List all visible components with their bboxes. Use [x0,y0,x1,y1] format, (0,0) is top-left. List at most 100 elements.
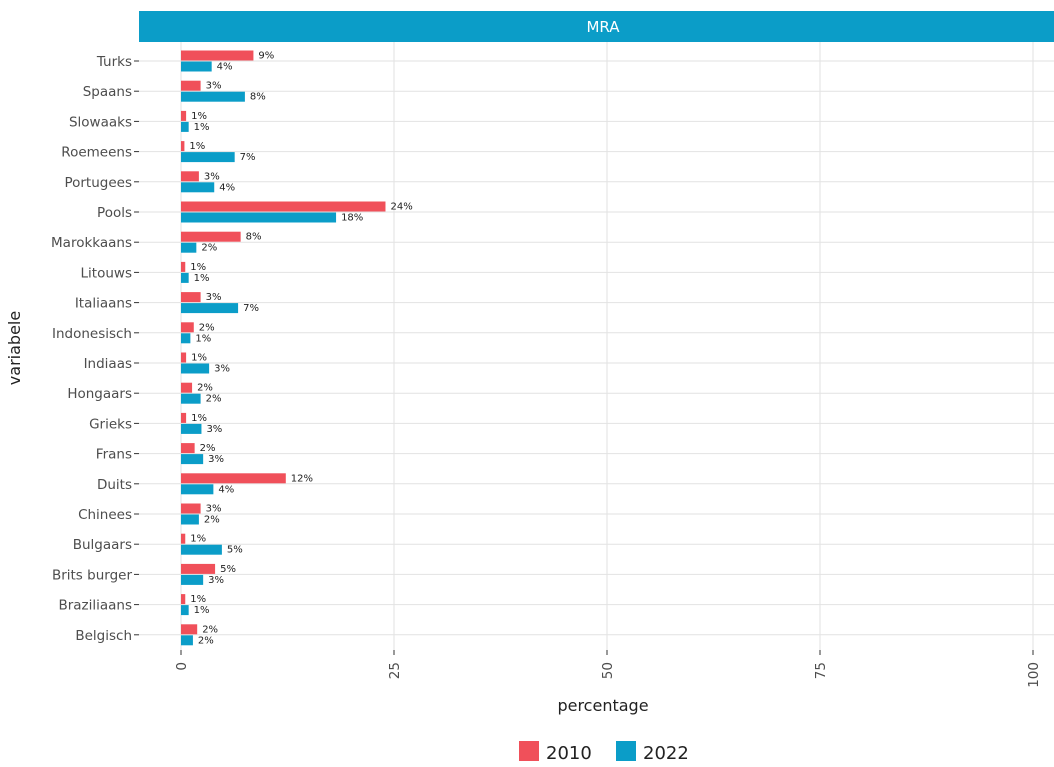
bar-2010 [181,473,286,484]
x-tick-label: 25 [387,662,403,679]
bar-label-2010: 9% [258,51,274,62]
y-tick-label: Duits [97,477,132,493]
y-tick-label: Portugees [64,175,132,191]
bar-label-2010: 2% [197,383,213,394]
y-tick-label: Indonesisch [52,326,132,342]
bar-2022 [181,605,189,616]
bar-2022 [181,393,201,404]
legend-swatch-2022 [616,741,636,761]
x-tick-label: 75 [813,662,829,679]
bar-label-2022: 8% [250,92,266,103]
y-tick-label: Turks [96,54,132,70]
bar-label-2022: 1% [195,333,211,344]
bar-label-2010: 8% [246,232,262,243]
bar-label-2010: 3% [206,504,222,515]
bar-label-2010: 1% [190,594,206,605]
bar-label-2010: 2% [202,624,218,635]
bar-labels: 9%4%3%8%1%1%1%7%3%4%24%18%8%2%1%1%3%7%2%… [189,51,412,647]
bar-2022 [181,303,239,314]
bar-2010 [181,231,241,242]
bar-2022 [181,152,235,163]
y-tick-label: Slowaaks [69,114,132,130]
legend: 2010 2022 [519,741,689,764]
y-tick-label: Braziliaans [58,598,132,614]
y-tick-label: Bulgaars [73,537,132,553]
bar-2010 [181,141,185,152]
bar-label-2010: 3% [206,292,222,303]
x-tick-label: 50 [600,662,616,679]
bar-2010 [181,443,195,454]
bar-label-2022: 5% [227,545,243,556]
bar-label-2010: 12% [291,473,313,484]
facet-strip [139,11,1054,42]
bar-2010 [181,261,186,272]
bar-2010 [181,533,186,544]
bar-2022 [181,544,222,555]
y-axis: Turks Spaans Slowaaks Roemeens Portugees Pool… [51,54,139,644]
bar-label-2010: 1% [190,534,206,545]
bars [181,50,386,646]
bar-label-2022: 1% [194,273,210,284]
bar-2022 [181,454,204,465]
y-tick-label: Marokkaans [51,235,132,251]
y-tick-label: Pools [97,205,132,221]
bar-label-2010: 5% [220,564,236,575]
bar-2022 [181,242,197,253]
bar-label-2022: 1% [194,605,210,616]
y-tick-label: Roemeens [61,145,132,161]
y-tick-label: Frans [96,447,132,463]
bar-label-2010: 1% [191,111,207,122]
x-axis: 0 25 50 75 100 [174,650,1042,688]
y-tick-label: Belgisch [75,628,132,644]
bar-label-2022: 4% [218,484,234,495]
bar-2010 [181,110,187,121]
gridlines [139,42,1054,650]
bar-label-2022: 7% [240,152,256,163]
bar-label-2010: 1% [190,262,206,273]
y-tick-label: Litouws [81,265,132,281]
bar-2022 [181,272,189,283]
bar-2022 [181,484,214,495]
y-tick-label: Chinees [78,507,132,523]
bar-label-2010: 2% [200,443,216,454]
bar-label-2022: 3% [208,575,224,586]
y-tick-label: Hongaars [67,386,132,402]
bar-2022 [181,121,189,132]
bar-2022 [181,574,204,585]
bar-2010 [181,563,216,574]
bar-label-2022: 2% [198,635,214,646]
bar-label-2022: 7% [243,303,259,314]
bar-label-2010: 1% [191,353,207,364]
bar-2010 [181,503,201,514]
bar-label-2010: 2% [199,322,215,333]
bar-2010 [181,292,201,303]
bar-2010 [181,50,254,61]
bar-2010 [181,382,193,393]
x-axis-title: percentage [557,696,648,715]
y-tick-label: Spaans [83,84,132,100]
bar-2022 [181,61,212,72]
bar-label-2022: 3% [208,454,224,465]
bar-2022 [181,333,191,344]
bar-label-2022: 2% [204,515,220,526]
bar-2022 [181,91,245,102]
bar-2022 [181,423,202,434]
bar-2022 [181,182,215,193]
bar-label-2022: 4% [217,62,233,73]
bar-label-2010: 1% [189,141,205,152]
y-tick-label: Italiaans [75,296,132,312]
bar-label-2022: 3% [206,424,222,435]
bar-2022 [181,212,337,223]
bar-2010 [181,594,186,605]
x-tick-label: 100 [1026,662,1042,688]
bar-2010 [181,352,187,363]
bar-label-2022: 4% [219,182,235,193]
y-tick-label: Brits burger [52,567,132,583]
bar-2010 [181,171,199,182]
legend-label-2022: 2022 [643,743,689,763]
y-axis-title: variabele [5,311,24,385]
bar-label-2022: 3% [214,364,230,375]
bar-2010 [181,322,194,333]
